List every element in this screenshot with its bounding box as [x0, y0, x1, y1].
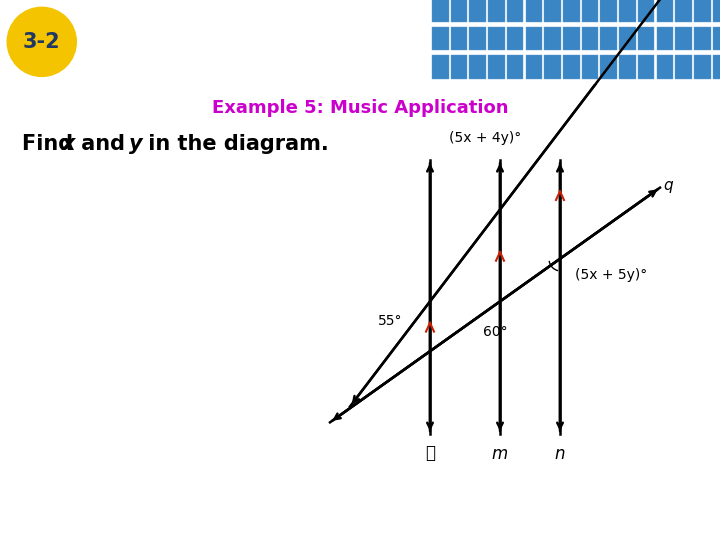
Bar [488, 27, 505, 50]
Bar [526, 55, 542, 79]
Bar [675, 0, 692, 22]
Bar [600, 0, 617, 22]
Text: Example 5: Music Application: Example 5: Music Application [212, 99, 508, 117]
Bar [526, 27, 542, 50]
Text: ℓ: ℓ [425, 445, 435, 462]
Bar [582, 55, 598, 79]
Text: Holt Geometry: Holt Geometry [13, 512, 138, 527]
Text: and Transversals: and Transversals [90, 56, 261, 75]
Text: Copyright © by Holt, Rinehart and Winston. All Rights Reserved.: Copyright © by Holt, Rinehart and Winsto… [438, 515, 709, 524]
Bar [713, 0, 720, 22]
Bar [657, 55, 673, 79]
Text: 55°: 55° [377, 314, 402, 328]
Bar [563, 27, 580, 50]
Text: (5x + 5y)°: (5x + 5y)° [575, 268, 647, 282]
Bar [469, 55, 486, 79]
Bar [619, 55, 636, 79]
Bar [694, 0, 711, 22]
Text: Angles Formed by Parallel Lines: Angles Formed by Parallel Lines [90, 16, 413, 34]
Bar [507, 27, 523, 50]
Bar [563, 0, 580, 22]
Bar [600, 27, 617, 50]
Bar [713, 55, 720, 79]
Text: y: y [129, 134, 143, 154]
Text: m: m [492, 444, 508, 463]
Bar [638, 27, 654, 50]
Bar [432, 27, 449, 50]
Bar [451, 55, 467, 79]
Text: in the diagram.: in the diagram. [141, 134, 329, 154]
Bar [563, 55, 580, 79]
Text: q: q [663, 178, 672, 193]
Bar [469, 27, 486, 50]
Bar [713, 27, 720, 50]
Bar [619, 0, 636, 22]
Bar [675, 55, 692, 79]
Text: and: and [74, 134, 132, 154]
Bar [638, 55, 654, 79]
Text: 60°: 60° [482, 325, 508, 339]
Bar [638, 0, 654, 22]
Bar [451, 27, 467, 50]
Bar [694, 55, 711, 79]
Text: x: x [62, 134, 76, 154]
Bar [544, 0, 561, 22]
Bar [694, 27, 711, 50]
Bar [582, 0, 598, 22]
Bar [432, 55, 449, 79]
Bar [657, 27, 673, 50]
Bar [544, 55, 561, 79]
Bar [600, 55, 617, 79]
Bar [451, 0, 467, 22]
Bar [657, 0, 673, 22]
Text: n: n [554, 444, 565, 463]
Bar [526, 0, 542, 22]
Bar [507, 0, 523, 22]
Ellipse shape [7, 8, 76, 76]
Bar [432, 0, 449, 22]
Bar [619, 27, 636, 50]
Bar [469, 0, 486, 22]
Bar [507, 55, 523, 79]
Text: Find: Find [22, 134, 81, 154]
Bar [582, 27, 598, 50]
Text: 3-2: 3-2 [23, 32, 60, 52]
Text: (5x + 4y)°: (5x + 4y)° [449, 131, 521, 145]
Bar [488, 0, 505, 22]
Bar [675, 27, 692, 50]
Bar [488, 55, 505, 79]
Bar [544, 27, 561, 50]
